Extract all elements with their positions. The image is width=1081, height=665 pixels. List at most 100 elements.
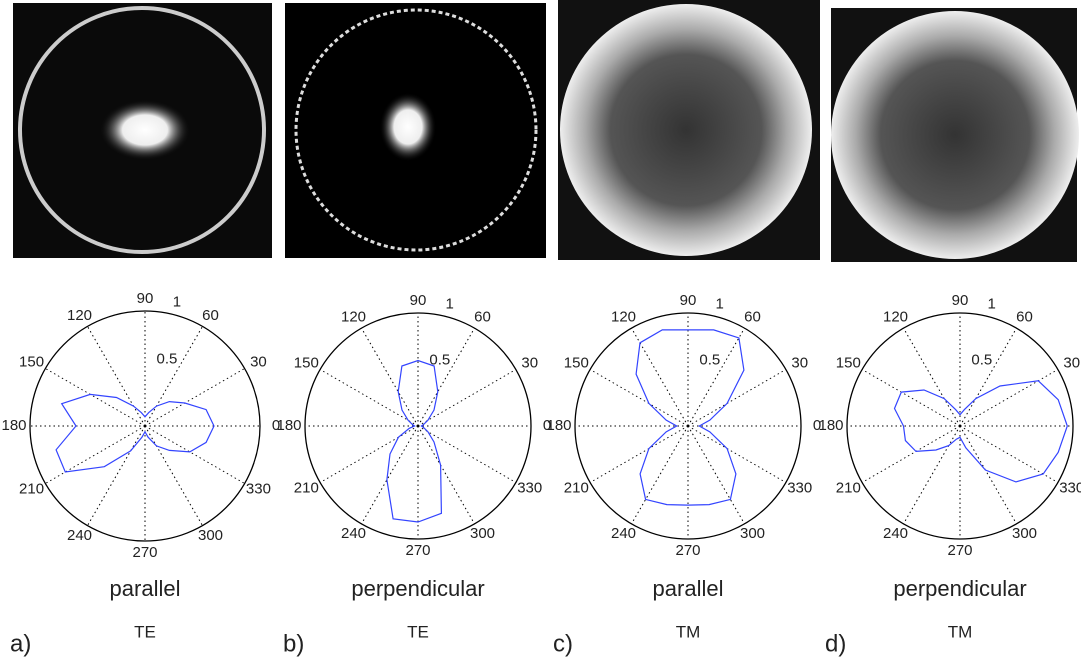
theta-tick-label: 0 [813, 417, 821, 434]
theta-tick-label: 60 [1016, 309, 1033, 326]
polar-chart: 0 30 60 90 120 150 180 210 240 270 300 330 0.5 1 paral… [546, 292, 821, 657]
spoke [959, 425, 1059, 483]
theta-tick-label: 210 [19, 480, 44, 497]
theta-tick-label: 90 [680, 292, 697, 309]
theta-tick-label: 180 [818, 417, 843, 434]
r-tick-label: 1 [445, 296, 453, 313]
spoke [903, 425, 961, 525]
photo-disc [560, 4, 812, 256]
theta-tick-label: 210 [564, 479, 589, 496]
spoke [87, 425, 146, 526]
theta-tick-label: 150 [19, 353, 44, 370]
theta-tick-label: 240 [883, 525, 908, 542]
spoke [417, 369, 517, 427]
spoke [861, 369, 961, 427]
photo-disc [831, 11, 1079, 259]
r-tick-label: 1 [173, 294, 181, 311]
chart-title: parallel [653, 576, 724, 601]
theta-tick-label: 120 [341, 309, 366, 326]
theta-tick-label: 180 [546, 417, 571, 434]
theta-tick-label: 300 [198, 527, 223, 544]
theta-tick-label: 270 [947, 542, 972, 559]
theta-tick-label: 330 [787, 479, 812, 496]
mode-label: TE [407, 622, 429, 641]
polar-chart: 0 30 60 90 120 150 180 210 240 270 300 330 0.5 1 paral… [1, 290, 280, 657]
panel-label: c) [553, 630, 573, 657]
panel-label: b) [283, 630, 304, 657]
spoke [45, 425, 146, 484]
theta-tick-label: 30 [521, 354, 538, 371]
spoke [687, 327, 745, 427]
theta-tick-label: 90 [410, 292, 427, 309]
spoke [687, 425, 745, 525]
spoke [45, 368, 146, 427]
r-tick-label: 0.5 [429, 351, 450, 368]
spoke [144, 425, 245, 484]
spoke [589, 369, 689, 427]
theta-tick-label: 120 [67, 307, 92, 324]
theta-tick-label: 150 [836, 354, 861, 371]
spoke [687, 425, 787, 483]
spoke [417, 327, 475, 427]
spoke [959, 369, 1059, 427]
mode-label: TM [948, 622, 973, 641]
theta-tick-label: 90 [137, 290, 154, 307]
r-tick-label: 0.5 [971, 351, 992, 368]
spoke [589, 425, 689, 483]
theta-tick-label: 60 [474, 309, 491, 326]
theta-tick-label: 120 [611, 309, 636, 326]
theta-tick-label: 90 [952, 292, 969, 309]
theta-tick-label: 180 [1, 417, 26, 434]
theta-tick-label: 330 [517, 479, 542, 496]
chart-title: parallel [110, 576, 181, 601]
theta-tick-label: 210 [294, 479, 319, 496]
theta-tick-label: 330 [1059, 479, 1081, 496]
photo-spot [100, 100, 190, 160]
polar-chart: 03060901201501802102402703003300.51perpe… [818, 292, 1081, 657]
chart-title: perpendicular [893, 576, 1026, 601]
spoke [687, 369, 787, 427]
theta-tick-label: 300 [470, 525, 495, 542]
panel-label: a) [10, 630, 31, 657]
polar-chart: 03060901201501802102402703003300.51perpe… [276, 292, 551, 657]
spoke [144, 368, 245, 427]
spoke [361, 425, 419, 525]
theta-tick-label: 60 [202, 307, 219, 324]
photo-ring [294, 8, 538, 252]
theta-tick-label: 240 [341, 525, 366, 542]
mode-label: TM [676, 622, 701, 641]
chart-title: perpendicular [351, 576, 484, 601]
r-tick-label: 0.5 [699, 351, 720, 368]
theta-tick-label: 0 [272, 417, 280, 434]
photo-spot [380, 93, 436, 161]
theta-tick-label: 210 [836, 479, 861, 496]
photo-ring [18, 6, 266, 254]
r-tick-label: 1 [987, 296, 995, 313]
theta-tick-label: 300 [1012, 525, 1037, 542]
spoke [144, 326, 203, 427]
theta-tick-label: 30 [791, 354, 808, 371]
theta-tick-label: 30 [250, 353, 267, 370]
spoke [631, 327, 689, 427]
theta-tick-label: 270 [675, 542, 700, 559]
theta-tick-label: 150 [294, 354, 319, 371]
theta-tick-label: 330 [246, 480, 271, 497]
spoke [319, 369, 419, 427]
r-tick-label: 0.5 [157, 350, 178, 367]
polar-line [386, 359, 443, 523]
spoke [417, 425, 475, 525]
spoke [87, 326, 146, 427]
spoke [319, 425, 419, 483]
theta-tick-label: 270 [405, 542, 430, 559]
spoke [959, 327, 1017, 427]
spoke [861, 425, 961, 483]
spoke [417, 425, 517, 483]
theta-tick-label: 270 [132, 544, 157, 561]
theta-tick-label: 0 [543, 417, 551, 434]
r-tick-label: 1 [715, 296, 723, 313]
polar-line [893, 380, 1068, 483]
theta-tick-label: 30 [1063, 354, 1080, 371]
polar-line [635, 329, 745, 506]
spoke [959, 425, 1017, 525]
